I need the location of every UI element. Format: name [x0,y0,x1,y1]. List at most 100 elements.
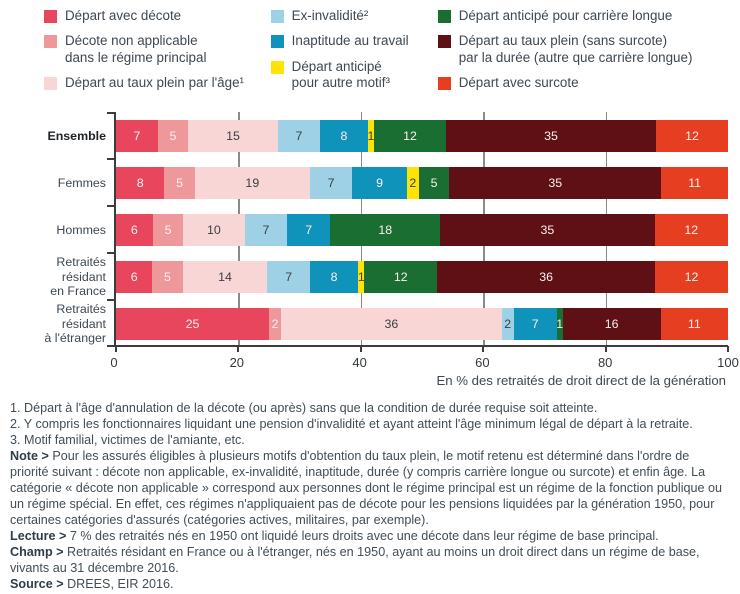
note-paragraph: Source > DREES, EIR 2016. [10,577,174,592]
bar-segment: 5 [152,213,184,246]
segment-value: 15 [226,128,240,143]
segment-value: 12 [685,128,699,143]
segment-value: 7 [285,269,293,284]
segment-value: 8 [340,128,348,143]
bar-segment: 35 [440,213,655,246]
legend-item-label: Ex-invalidité² [291,8,369,23]
category-label: Femmes [57,175,106,190]
legend-swatch-icon [270,35,284,49]
note-paragraph: Note > Pour les assurés éligibles à plus… [10,449,723,528]
bar-row: 8 5 19 7 9 2 5 35 11 [116,159,728,206]
legend-item-label: Décote non applicable dans le régime pri… [65,33,207,65]
legend-item-anticipe-autre-motif: Départ anticipé pour autre motif³ [270,58,438,92]
bar-segment: 7 [244,213,288,246]
legend-item-ex-invalidite: Ex-invalidité² [270,8,438,24]
bar-segment: 19 [194,166,310,199]
bar-segment: 11 [660,307,728,340]
bar-segment: 5 [164,166,195,199]
bar-segment: 8 [320,119,368,152]
legend-swatch-icon [270,10,284,23]
x-axis-tick [604,346,607,353]
legend-item-label: Inaptitude au travail [291,33,409,49]
legend-swatch-icon [437,77,451,91]
segment-value: 1 [556,316,564,331]
legend-item-label: Départ anticipé pour autre motif³ [291,58,390,91]
x-axis-tick [359,346,362,353]
x-axis-tick-label: 80 [597,355,613,371]
y-axis-tick [107,205,114,208]
segment-value: 16 [604,316,619,331]
footnote-line: 1. Départ à l'âge d'annulation de la déc… [10,401,598,416]
legend-swatch-icon [437,35,451,49]
segment-value: 6 [130,222,138,237]
segment-value: 36 [384,316,399,331]
category-label: Retraités résidant en France [50,255,106,298]
legend-item-decote-non-applicable: Décote non applicable dans le régime pri… [44,33,271,66]
segment-value: 9 [376,175,384,190]
segment-value: 12 [684,222,699,237]
legend-column: Départ avec décote Décote non applicable … [44,8,271,100]
bar-segment: 5 [158,119,188,152]
legend-item-depart-avec-decote: Départ avec décote [44,8,271,24]
category-label: Ensemble [47,128,106,143]
bar-segment: 15 [188,119,278,152]
legend-swatch-icon [270,60,284,74]
bar-segment: 2 [269,307,282,340]
bar-segment: 2 [406,166,419,199]
legend-item-label: Départ anticipé pour carrière longue [458,8,673,23]
legend-item-label: Départ au taux plein par l'âge¹ [65,75,244,91]
segment-value: 5 [169,128,177,143]
bar-segment: 18 [330,213,441,246]
legend-item-depart-avec-surcote: Départ avec surcote [437,75,728,91]
y-axis-tick [107,299,114,302]
legend-item-anticipe-carriere-longue: Départ anticipé pour carrière longue [437,8,728,24]
segment-value: 5 [430,175,438,190]
bar-segment: 1 [357,260,365,293]
segment-value: 6 [130,269,138,284]
legend-item-taux-plein-duree: Départ au taux plein (sans surcote) par … [437,33,728,66]
bar-segment: 35 [445,119,656,152]
bar-segment: 7 [116,119,158,152]
note-paragraph: Lecture > 7 % des retraités nés en 1950 … [10,529,659,544]
segment-value: 2 [409,175,417,190]
y-axis-tick [107,252,114,255]
note-label: Note > [10,449,53,464]
bar-segment: 25 [116,307,269,340]
bar-row: 7 5 15 7 8 1 12 35 12 [116,112,728,159]
segment-value: 12 [403,128,417,143]
segment-value: 8 [330,269,338,284]
x-axis-tick [482,346,485,353]
segment-value: 1 [357,269,365,284]
segment-value: 25 [185,316,200,331]
y-axis-tick [107,345,114,348]
segment-value: 36 [539,269,554,284]
bar-row: 25 2 36 2 7 1 16 11 [116,300,728,347]
bar-segment: 12 [373,119,446,152]
x-axis-tick [727,346,729,353]
stacked-bar-chart: Ensemble Femmes Hommes Retraités résidant e… [10,112,729,353]
bar-segment: 7 [309,166,353,199]
bar-segment: 1 [556,307,564,340]
y-axis-tick [107,158,114,161]
segment-value: 14 [218,269,232,284]
bar-segment: 6 [116,260,153,293]
x-axis-labels: 0 20 40 60 80 100 [110,355,738,372]
bar-segment: 7 [287,213,331,246]
segment-value: 11 [688,175,702,190]
legend-item-inaptitude: Inaptitude au travail [270,33,438,49]
segment-value: 5 [164,269,171,284]
bar-segment: 1 [368,119,374,152]
segment-value: 11 [687,316,701,331]
bar-segment: 10 [183,213,245,246]
bar: 8 5 19 7 9 2 5 35 11 [116,166,728,199]
footnote-line: 3. Motif familial, victimes de l'amiante… [10,433,245,448]
bar: 6 5 14 7 8 1 12 36 12 [116,260,728,293]
bar-segment: 14 [182,260,268,293]
bar-segment: 12 [655,119,728,152]
bar-segment: 11 [661,166,728,199]
segment-value: 18 [378,222,393,237]
segment-value: 7 [531,316,539,331]
x-axis-tick-label: 100 [717,355,739,371]
bar-segment: 12 [655,260,728,293]
segment-value: 2 [504,316,512,331]
